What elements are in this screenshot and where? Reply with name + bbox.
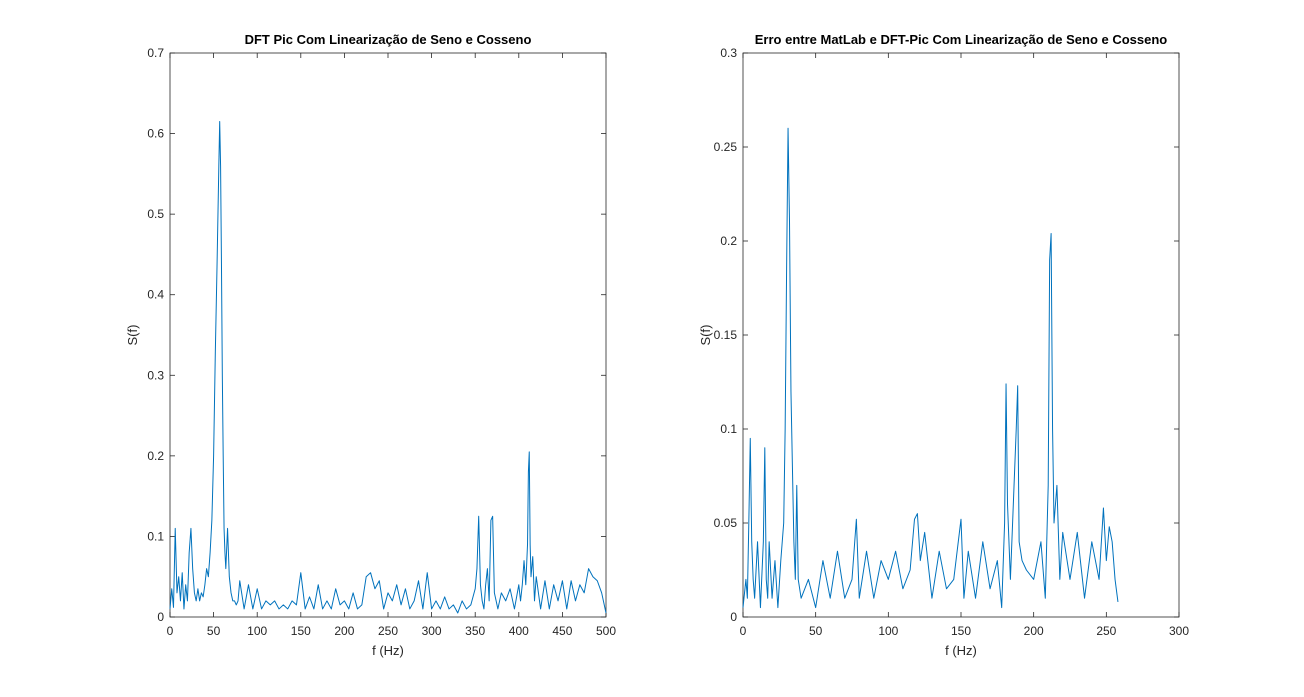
plot-left-xtick-label: 400	[509, 624, 529, 638]
plot-right-ytick-label: 0.05	[714, 516, 738, 530]
plot-left-xlabel: f (Hz)	[372, 643, 404, 658]
plot-right-ylabel: S(f)	[698, 325, 713, 346]
plot-left: 0 50 100 150 200 250 300 350 400 450 500 0 0.1 0.2 0.3…	[125, 32, 616, 658]
plot-right: 0 50 100 150 200 250 300 0 0.05 0.1 0.15 0.2 0.25 0.3…	[698, 32, 1189, 658]
plot-right-xlabel: f (Hz)	[945, 643, 977, 658]
plot-right-ytick-label: 0.25	[714, 140, 738, 154]
plot-right-xtick-label: 250	[1096, 624, 1116, 638]
plot-right-title: Erro entre MatLab e DFT-Pic Com Lineariz…	[755, 32, 1168, 47]
plot-right-ytick-label: 0.2	[720, 234, 737, 248]
plot-left-title: DFT Pic Com Linearização de Seno e Cosse…	[245, 32, 532, 47]
plot-right-series-line	[742, 127, 1119, 609]
plot-right-ytick-label: 0	[730, 610, 737, 624]
plot-right-ytick-label: 0.1	[720, 422, 737, 436]
plot-left-ytick-label: 0.5	[147, 207, 164, 221]
plot-left-ytick-label: 0.7	[147, 46, 164, 60]
plot-right-xtick-label: 100	[878, 624, 898, 638]
plot-left-xtick-label: 350	[465, 624, 485, 638]
plot-right-xtick-label: 150	[951, 624, 971, 638]
plot-left-axes-box	[169, 52, 607, 618]
plot-right-xtick-label: 50	[809, 624, 823, 638]
plot-left-xtick-label: 100	[247, 624, 267, 638]
plot-left-xtick-label: 0	[167, 624, 174, 638]
plot-right-ytick-label: 0.15	[714, 328, 738, 342]
plot-left-xtick-label: 500	[596, 624, 616, 638]
plot-left-ytick-label: 0.1	[147, 529, 164, 543]
plot-left-ytick-label: 0.3	[147, 368, 164, 382]
plot-left-ylabel: S(f)	[125, 325, 140, 346]
plot-left-ytick-label: 0	[157, 610, 164, 624]
plot-right-xtick-label: 0	[740, 624, 747, 638]
plot-left-xtick-label: 50	[207, 624, 221, 638]
plot-left-xtick-label: 300	[422, 624, 442, 638]
plot-right-ytick-label: 0.3	[720, 46, 737, 60]
plot-right-xtick-label: 200	[1024, 624, 1044, 638]
plot-left-series-line	[169, 120, 607, 614]
plot-left-xtick-label: 250	[378, 624, 398, 638]
plot-left-xtick-label: 150	[291, 624, 311, 638]
plot-left-xtick-label: 450	[552, 624, 572, 638]
plot-right-xtick-label: 300	[1169, 624, 1189, 638]
plot-left-ytick-label: 0.2	[147, 449, 164, 463]
plot-left-ytick-label: 0.6	[147, 127, 164, 141]
plot-left-xtick-label: 200	[334, 624, 354, 638]
plot-left-ytick-label: 0.4	[147, 288, 164, 302]
